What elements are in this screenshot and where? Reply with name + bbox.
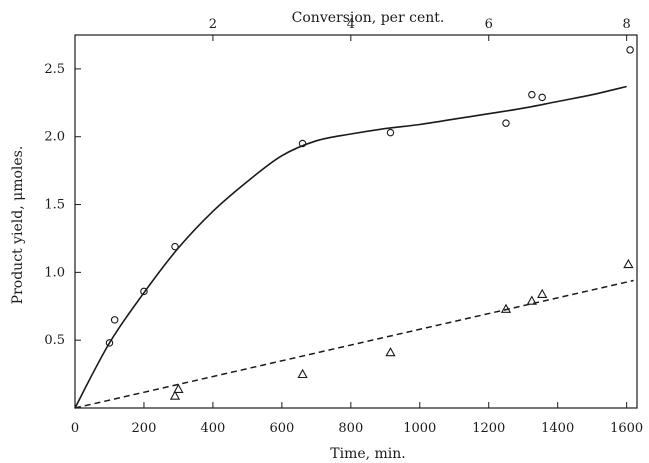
y-tick-label: 0.5 <box>44 333 65 348</box>
circle-data-point <box>105 339 114 347</box>
triangle-data-point <box>169 390 181 400</box>
circle-data-point <box>110 316 119 324</box>
top-tick-label: 8 <box>623 17 631 32</box>
dashed-fit-line <box>74 279 634 409</box>
data-markers-group <box>105 46 634 400</box>
x-axis-label: Time, min. <box>330 446 406 462</box>
triangle-data-point <box>500 303 512 313</box>
top-axis-label: Conversion, per cent. <box>292 10 445 26</box>
triangle-data-point <box>297 368 308 379</box>
x-tick-label: 0 <box>71 421 79 436</box>
triangle-data-point <box>537 288 548 298</box>
x-tick-label: 1600 <box>610 421 643 436</box>
circle-data-point <box>386 128 395 137</box>
y-tick-label: 1.0 <box>44 265 65 280</box>
top-tick-label: 2 <box>209 17 217 32</box>
triangle-data-point <box>623 258 634 269</box>
x-tick-label: 1200 <box>472 421 505 436</box>
circle-data-point <box>298 139 307 148</box>
y-tick-label: 2.5 <box>44 62 65 77</box>
circle-data-point <box>140 287 148 296</box>
triangle-data-point <box>173 383 184 393</box>
x-tick-label: 200 <box>132 421 157 436</box>
axis-ticks-group: 0 200 400 600 800 1000 1200 1400 1600 0.5 1.0 1.5 2.… <box>44 17 643 436</box>
fit-curves-group <box>74 85 634 409</box>
y-axis-label: Product yield, μmoles. <box>10 146 26 305</box>
circle-data-point <box>626 46 634 54</box>
circle-data-point <box>528 90 536 99</box>
x-tick-label: 400 <box>201 421 226 436</box>
top-tick-label: 4 <box>347 17 355 32</box>
circle-data-point <box>538 93 546 102</box>
solid-fit-curve <box>74 85 627 409</box>
y-tick-label: 2.0 <box>44 130 65 145</box>
x-tick-label: 800 <box>338 421 363 436</box>
top-tick-label: 6 <box>485 17 493 32</box>
circle-data-point <box>171 242 179 251</box>
triangle-data-point <box>385 347 396 357</box>
triangle-data-point <box>526 295 537 305</box>
plot-frame-group <box>74 34 638 409</box>
x-tick-label: 1400 <box>541 421 574 436</box>
circle-data-point <box>502 119 510 127</box>
x-tick-label: 600 <box>269 421 294 436</box>
y-tick-label: 1.5 <box>44 198 65 213</box>
x-tick-label: 1000 <box>403 421 436 436</box>
plot-frame <box>74 34 638 409</box>
